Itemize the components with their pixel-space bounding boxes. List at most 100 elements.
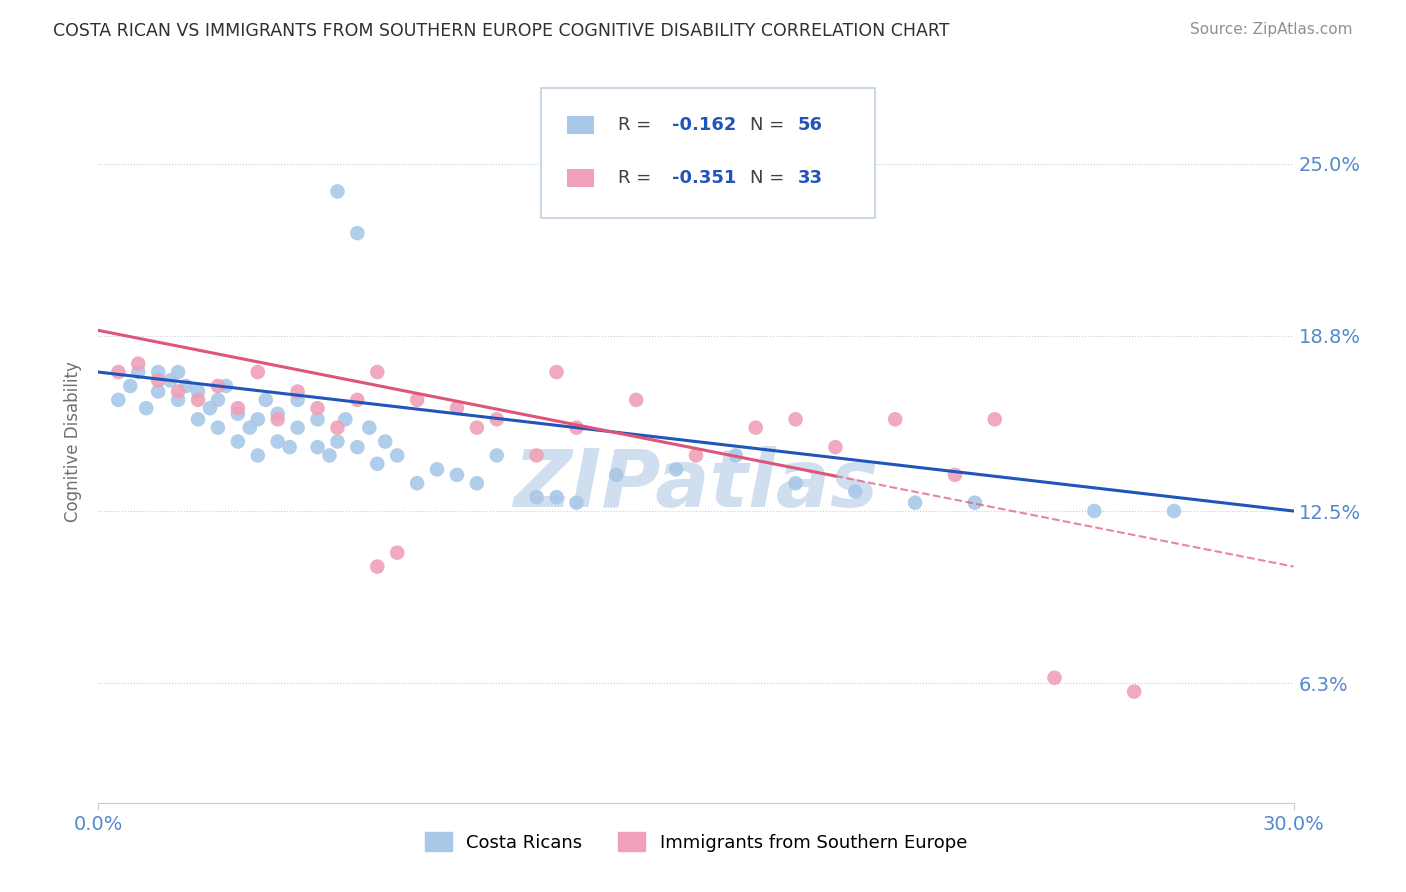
- Point: [665, 462, 688, 476]
- Point: [984, 412, 1007, 426]
- Point: [359, 420, 381, 434]
- Point: [565, 420, 588, 434]
- Point: [226, 434, 249, 449]
- Point: [187, 412, 209, 426]
- Point: [943, 467, 966, 482]
- Text: R =: R =: [619, 116, 657, 134]
- Point: [226, 407, 249, 421]
- Point: [246, 412, 269, 426]
- Text: 56: 56: [797, 116, 823, 134]
- Point: [785, 476, 807, 491]
- Point: [526, 490, 548, 504]
- Point: [546, 490, 568, 504]
- Point: [148, 384, 170, 399]
- Point: [366, 559, 388, 574]
- Point: [148, 373, 170, 387]
- Text: -0.162: -0.162: [672, 116, 737, 134]
- Point: [226, 401, 249, 416]
- Point: [374, 434, 396, 449]
- Point: [318, 449, 340, 463]
- Point: [904, 496, 927, 510]
- Point: [159, 373, 181, 387]
- Text: Source: ZipAtlas.com: Source: ZipAtlas.com: [1189, 22, 1353, 37]
- Point: [406, 392, 429, 407]
- Point: [446, 467, 468, 482]
- Point: [307, 401, 329, 416]
- Point: [326, 185, 349, 199]
- Point: [239, 420, 262, 434]
- Point: [406, 476, 429, 491]
- Point: [187, 392, 209, 407]
- Point: [1123, 684, 1146, 698]
- Point: [346, 392, 368, 407]
- Point: [626, 392, 648, 407]
- Point: [148, 365, 170, 379]
- Point: [307, 412, 329, 426]
- Point: [287, 384, 309, 399]
- Point: [346, 226, 368, 240]
- Point: [685, 449, 707, 463]
- Point: [326, 420, 349, 434]
- Point: [844, 484, 866, 499]
- Text: COSTA RICAN VS IMMIGRANTS FROM SOUTHERN EUROPE COGNITIVE DISABILITY CORRELATION : COSTA RICAN VS IMMIGRANTS FROM SOUTHERN …: [53, 22, 950, 40]
- Point: [267, 412, 290, 426]
- Text: ZIPatlas: ZIPatlas: [513, 446, 879, 524]
- Point: [127, 357, 149, 371]
- Point: [167, 365, 190, 379]
- Text: N =: N =: [749, 169, 790, 186]
- Point: [107, 392, 129, 407]
- FancyBboxPatch shape: [541, 87, 876, 218]
- Point: [526, 449, 548, 463]
- Point: [485, 412, 508, 426]
- Point: [187, 384, 209, 399]
- Point: [605, 467, 627, 482]
- Point: [278, 440, 301, 454]
- Point: [1163, 504, 1185, 518]
- Point: [1043, 671, 1066, 685]
- Point: [565, 496, 588, 510]
- Point: [167, 384, 190, 399]
- Point: [346, 440, 368, 454]
- Point: [1083, 504, 1105, 518]
- Point: [724, 449, 747, 463]
- Legend: Costa Ricans, Immigrants from Southern Europe: Costa Ricans, Immigrants from Southern E…: [418, 825, 974, 859]
- Point: [465, 420, 488, 434]
- Point: [326, 434, 349, 449]
- Point: [307, 440, 329, 454]
- Point: [884, 412, 907, 426]
- Point: [366, 365, 388, 379]
- Point: [785, 412, 807, 426]
- Point: [485, 449, 508, 463]
- Point: [207, 379, 229, 393]
- Point: [824, 440, 846, 454]
- Point: [366, 457, 388, 471]
- Point: [135, 401, 157, 416]
- Text: -0.351: -0.351: [672, 169, 737, 186]
- Point: [426, 462, 449, 476]
- Point: [207, 392, 229, 407]
- Point: [127, 365, 149, 379]
- Point: [335, 412, 357, 426]
- Point: [963, 496, 986, 510]
- Point: [385, 449, 409, 463]
- Point: [107, 365, 129, 379]
- Text: 33: 33: [797, 169, 823, 186]
- Point: [246, 365, 269, 379]
- Point: [254, 392, 277, 407]
- Point: [546, 365, 568, 379]
- Point: [207, 420, 229, 434]
- Point: [246, 449, 269, 463]
- Point: [287, 392, 309, 407]
- Point: [267, 407, 290, 421]
- Point: [120, 379, 142, 393]
- FancyBboxPatch shape: [567, 116, 593, 134]
- Point: [745, 420, 768, 434]
- Point: [174, 379, 197, 393]
- Point: [287, 420, 309, 434]
- Text: N =: N =: [749, 116, 790, 134]
- Point: [465, 476, 488, 491]
- Text: R =: R =: [619, 169, 657, 186]
- Y-axis label: Cognitive Disability: Cognitive Disability: [65, 361, 83, 522]
- Point: [198, 401, 221, 416]
- Point: [167, 392, 190, 407]
